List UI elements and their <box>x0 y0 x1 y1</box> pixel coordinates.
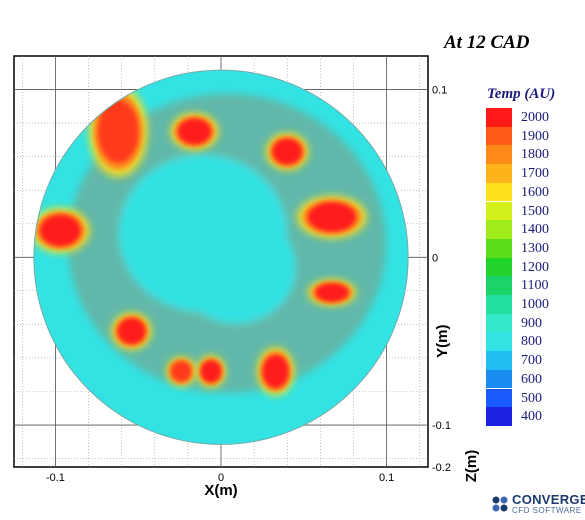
axis-ticks: -0.1 0 0.1 0.1 0 -0.1 -0.2 <box>46 85 451 484</box>
legend-swatch <box>486 369 512 389</box>
legend-entry: 1600 <box>486 182 585 202</box>
legend-swatch <box>486 126 512 146</box>
legend-swatch <box>486 108 512 127</box>
hot-spot <box>256 347 295 396</box>
legend-entry: 1100 <box>486 276 585 295</box>
legend-swatch <box>486 388 512 408</box>
legend-entry: 1400 <box>486 220 585 239</box>
hot-spot <box>307 279 357 307</box>
legend-entry: 400 <box>486 407 585 426</box>
legend-swatch <box>486 182 512 202</box>
z-axis-label: Z(m) <box>463 450 480 483</box>
hot-spot <box>166 356 197 387</box>
legend-entry: 1300 <box>486 238 585 258</box>
legend-entry: 1500 <box>486 201 585 221</box>
cylinder-outline <box>33 69 409 445</box>
legend-entry: 1200 <box>486 257 585 277</box>
legend-swatch <box>486 164 512 183</box>
legend-label: 700 <box>521 353 542 369</box>
legend-label: 1900 <box>521 128 549 144</box>
legend-entry: 2000 <box>486 108 585 127</box>
legend-label: 600 <box>521 371 542 387</box>
legend-label: 1200 <box>521 259 549 275</box>
legend-swatch <box>486 351 512 370</box>
converge-logo-icon <box>492 496 508 512</box>
legend-entry: 1000 <box>486 295 585 314</box>
legend-swatch <box>486 313 512 333</box>
hot-spot <box>170 112 219 151</box>
legend-entry: 900 <box>486 313 585 333</box>
legend-label: 1800 <box>521 147 549 163</box>
legend-swatch <box>486 295 512 314</box>
legend-entry: 1800 <box>486 145 585 165</box>
colorbar-title: Temp (AU) <box>487 86 556 102</box>
legend-label: 500 <box>521 390 542 406</box>
legend-label: 1600 <box>521 184 549 200</box>
chart-title: At 12 CAD <box>444 32 530 53</box>
legend-swatch <box>486 238 512 258</box>
legend-label: 1100 <box>521 278 549 294</box>
y-axis-label: Y(m) <box>434 325 451 358</box>
y-tick-label: 0 <box>432 252 438 264</box>
x-tick-label: 0 <box>218 472 224 484</box>
legend-label: 900 <box>521 315 542 331</box>
legend-label: 400 <box>521 409 542 425</box>
mixing-zone <box>67 93 387 394</box>
legend-swatch <box>486 145 512 165</box>
legend-swatch <box>486 220 512 239</box>
legend-label: 1300 <box>521 240 549 256</box>
legend-label: 1400 <box>521 222 549 238</box>
legend-swatch <box>486 407 512 426</box>
legend-swatch <box>486 201 512 221</box>
legend-swatch <box>486 276 512 295</box>
hot-spot <box>196 355 226 388</box>
legend-entry: 1900 <box>486 126 585 146</box>
legend-entry: 700 <box>486 351 585 370</box>
x-tick-label: 0.1 <box>379 472 394 484</box>
legend-label: 800 <box>521 334 542 350</box>
legend-label: 1500 <box>521 203 549 219</box>
y-tick-label: 0.1 <box>432 85 447 97</box>
legend-swatch <box>486 257 512 277</box>
legend-entry: 800 <box>486 332 585 352</box>
y-tick-label: -0.2 <box>432 462 451 474</box>
hot-spot <box>88 85 149 178</box>
temperature-field <box>33 70 409 445</box>
legend-entry: 600 <box>486 369 585 389</box>
hot-spot <box>33 207 91 254</box>
x-axis-label: X(m) <box>204 482 237 499</box>
brand-name: CONVERGE <box>512 492 585 507</box>
legend-label: 1000 <box>521 297 549 312</box>
y-tick-label: -0.1 <box>432 420 451 432</box>
legend-label: 2000 <box>521 110 549 125</box>
legend-swatch <box>486 332 512 352</box>
legend-entry: 500 <box>486 388 585 408</box>
legend-label: 1700 <box>521 166 549 182</box>
hot-spot <box>296 195 368 239</box>
hot-spot <box>111 312 152 351</box>
legend-entry: 1700 <box>486 164 585 183</box>
hot-spot <box>265 132 309 171</box>
brand-tagline: CFD SOFTWARE <box>512 506 582 515</box>
x-tick-label: -0.1 <box>46 472 65 484</box>
